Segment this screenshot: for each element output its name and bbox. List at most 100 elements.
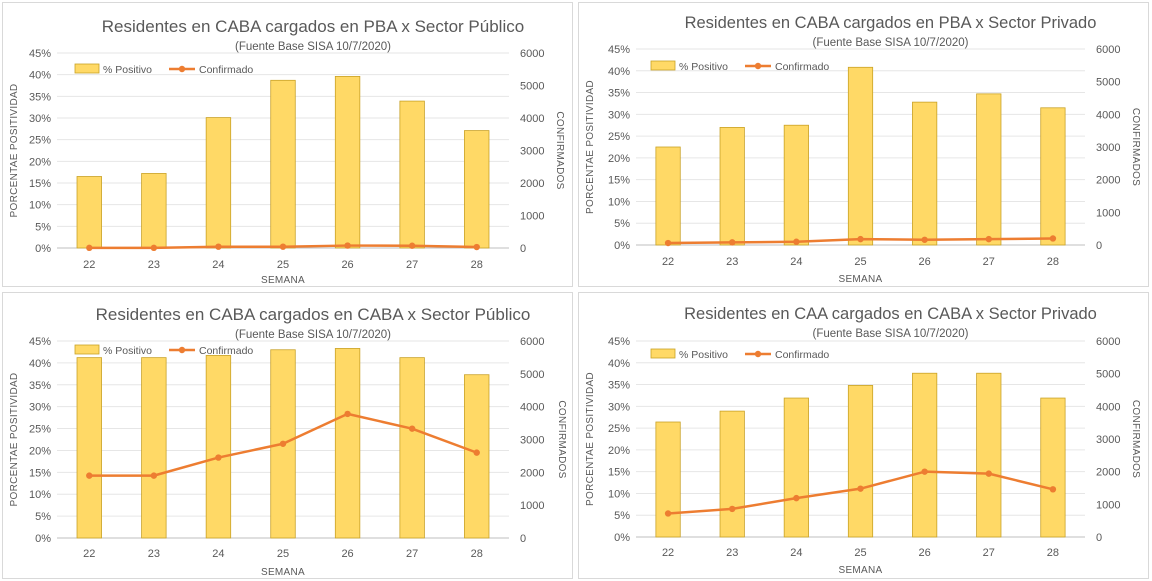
- bar: [912, 101, 938, 246]
- line-point: [473, 243, 480, 251]
- line-point: [985, 470, 992, 477]
- y2-tick-label: 6000: [1096, 336, 1120, 348]
- line-point: [985, 235, 992, 243]
- bar: [464, 374, 490, 539]
- y-tick-label: 20%: [608, 445, 630, 457]
- y2-tick-label: 0: [520, 243, 526, 255]
- line-point: [150, 244, 158, 252]
- y2-tick-label: 3000: [520, 435, 544, 447]
- bar: [399, 357, 425, 539]
- line-point: [408, 242, 416, 249]
- legend-swatch-positivo: [74, 63, 100, 74]
- y-tick-label: 35%: [29, 91, 51, 103]
- y2-tick-label: 3000: [1096, 142, 1120, 154]
- y2-tick-label: 1000: [520, 211, 544, 223]
- y2-axis-title: CONFIRMADOS: [1130, 400, 1141, 478]
- x-tick-label: 28: [1047, 547, 1059, 559]
- y-axis-title: PORCENTAE POSITIVIDAD: [9, 84, 20, 218]
- legend: % Positivo Confirmado: [74, 344, 253, 357]
- line-point: [473, 449, 480, 456]
- y2-tick-label: 6000: [1096, 44, 1120, 56]
- bar: [847, 385, 874, 538]
- bar: [141, 173, 167, 249]
- line-point: [793, 238, 800, 245]
- chart-svg: Residentes en CABA cargados en PBA x Sec…: [9, 17, 565, 286]
- y-tick-label: 35%: [29, 380, 51, 392]
- y-tick-label: 35%: [608, 88, 630, 100]
- x-tick-label: 22: [662, 547, 674, 559]
- line-point: [408, 425, 416, 432]
- chart-panel-caba-privado: Residentes en CAA cargados en CABA x Sec…: [578, 292, 1149, 579]
- legend-label-confirmado: Confirmado: [199, 64, 253, 76]
- bar: [76, 357, 102, 539]
- x-tick-label: 26: [919, 256, 931, 268]
- chart-subtitle: (Fuente Base SISA 10/7/2020): [813, 37, 969, 49]
- bar: [976, 372, 1002, 538]
- y-tick-label: 5%: [614, 218, 630, 230]
- line-point: [150, 472, 158, 479]
- y2-tick-label: 2000: [1096, 467, 1120, 479]
- line-point: [344, 242, 351, 249]
- y-tick-label: 15%: [29, 178, 51, 190]
- y-tick-label: 30%: [29, 113, 51, 125]
- bar: [783, 124, 809, 246]
- y-tick-label: 10%: [608, 488, 630, 500]
- y2-tick-label: 1000: [1096, 207, 1120, 219]
- line-point: [344, 410, 351, 418]
- y-tick-label: 40%: [29, 70, 51, 82]
- legend: % Positivo Confirmado: [74, 63, 253, 76]
- chart-title: Residentes en CAA cargados en CABA x Sec…: [684, 305, 1097, 323]
- y-tick-label: 35%: [608, 380, 630, 392]
- bar: [205, 117, 232, 249]
- x-tick-label: 23: [726, 547, 738, 559]
- y-axis-title: PORCENTAE POSITIVIDAD: [585, 372, 596, 506]
- bar: [655, 421, 681, 538]
- line-point: [215, 454, 222, 461]
- legend-label-confirmado: Confirmado: [199, 345, 253, 357]
- y-tick-label: 25%: [608, 131, 630, 143]
- x-axis-title: SEMANA: [261, 567, 305, 578]
- x-tick-label: 27: [983, 547, 995, 559]
- chart-subtitle: (Fuente Base SISA 10/7/2020): [235, 329, 391, 341]
- legend-label-confirmado: Confirmado: [775, 349, 829, 361]
- x-tick-label: 28: [1047, 256, 1059, 268]
- bar: [141, 357, 167, 539]
- line-point: [86, 472, 93, 479]
- line-point: [664, 239, 672, 247]
- line-point: [729, 505, 736, 513]
- bar: [783, 397, 809, 538]
- bar: [912, 372, 938, 538]
- legend-label-positivo: % Positivo: [679, 61, 728, 73]
- chart-subtitle: (Fuente Base SISA 10/7/2020): [235, 41, 391, 53]
- legend-label-positivo: % Positivo: [103, 64, 152, 76]
- y-tick-label: 0%: [614, 240, 630, 252]
- y2-tick-label: 0: [1096, 532, 1102, 544]
- y-tick-label: 30%: [29, 402, 51, 414]
- x-tick-label: 28: [471, 548, 483, 560]
- y2-tick-label: 6000: [520, 336, 544, 348]
- y2-axis-title: CONFIRMADOS: [1130, 108, 1141, 186]
- line-point: [279, 243, 287, 250]
- y2-tick-label: 5000: [1096, 77, 1120, 89]
- line-point: [729, 239, 736, 246]
- x-tick-label: 24: [790, 256, 802, 268]
- chart-svg: Residentes en CAA cargados en CABA x Sec…: [585, 305, 1141, 576]
- bar: [205, 355, 232, 539]
- x-tick-label: 28: [471, 259, 483, 271]
- x-axis-title: SEMANA: [838, 565, 882, 576]
- y2-tick-label: 2000: [520, 178, 544, 190]
- x-tick-label: 24: [790, 547, 802, 559]
- y-tick-label: 5%: [35, 221, 51, 233]
- y2-tick-label: 2000: [1096, 175, 1120, 187]
- y2-tick-label: 3000: [1096, 434, 1120, 446]
- y2-tick-label: 5000: [520, 369, 544, 381]
- x-tick-label: 23: [148, 548, 160, 560]
- y-tick-label: 15%: [608, 467, 630, 479]
- line-point: [215, 243, 222, 250]
- y2-tick-label: 4000: [520, 113, 544, 125]
- y-tick-label: 0%: [35, 243, 51, 255]
- chart-panel-caba-publico: Residentes en CABA cargados en CABA x Se…: [2, 292, 573, 579]
- y-tick-label: 30%: [608, 401, 630, 413]
- y-tick-label: 0%: [614, 532, 630, 544]
- y-tick-label: 45%: [608, 336, 630, 348]
